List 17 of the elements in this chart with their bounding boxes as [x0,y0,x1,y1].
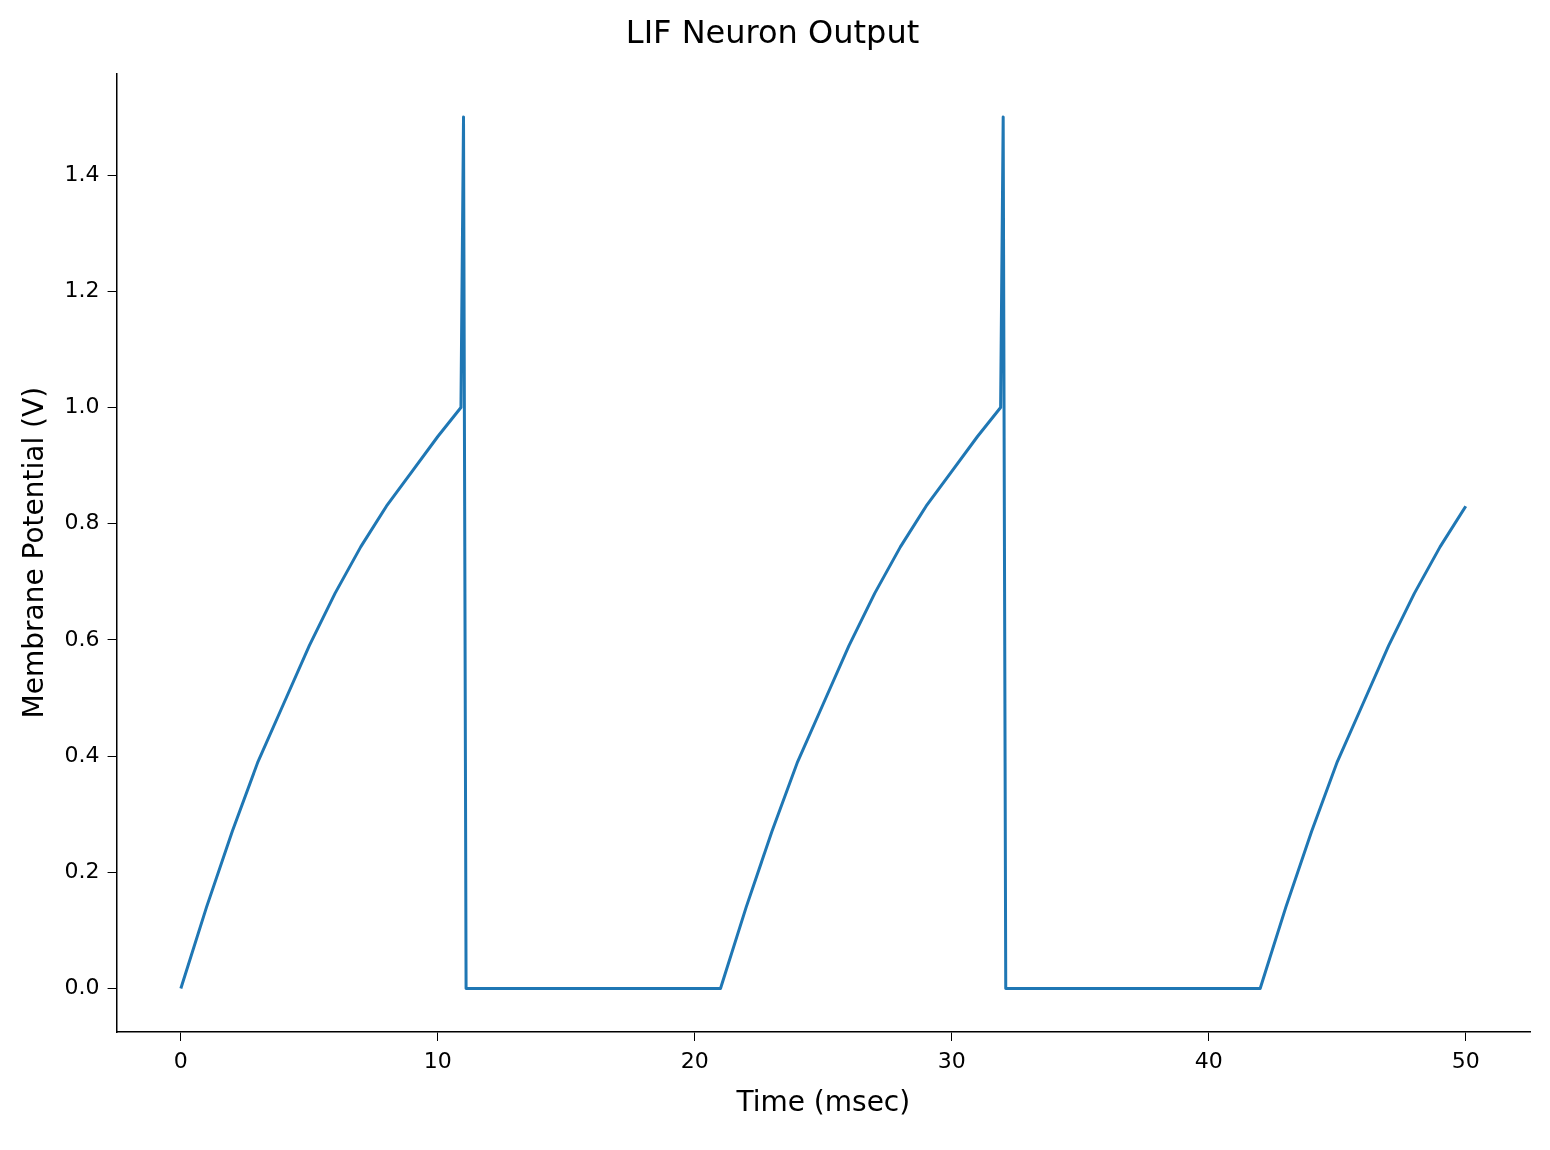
x-tick-label: 0 [173,1047,188,1073]
x-axis-title: Time (msec) [735,1085,911,1119]
y-tick-label: 0.6 [64,625,100,651]
chart-title: LIF Neuron Output [625,12,920,51]
x-tick-label: 40 [1194,1047,1223,1073]
x-tick-label: 20 [680,1047,709,1073]
x-tick-label: 30 [937,1047,966,1073]
y-tick-label: 0.8 [64,509,100,535]
x-tick-label: 50 [1451,1047,1480,1073]
y-axis-title: Membrane Potential (V) [17,386,51,719]
x-tick-label: 10 [423,1047,452,1073]
y-tick-label: 1.2 [64,276,100,302]
y-tick-label: 1.0 [64,393,100,419]
y-tick-label: 0.4 [64,741,100,767]
y-tick-label: 0.2 [64,857,100,883]
y-tick-label: 0.0 [64,974,100,1000]
y-tick-label: 1.4 [64,160,100,186]
